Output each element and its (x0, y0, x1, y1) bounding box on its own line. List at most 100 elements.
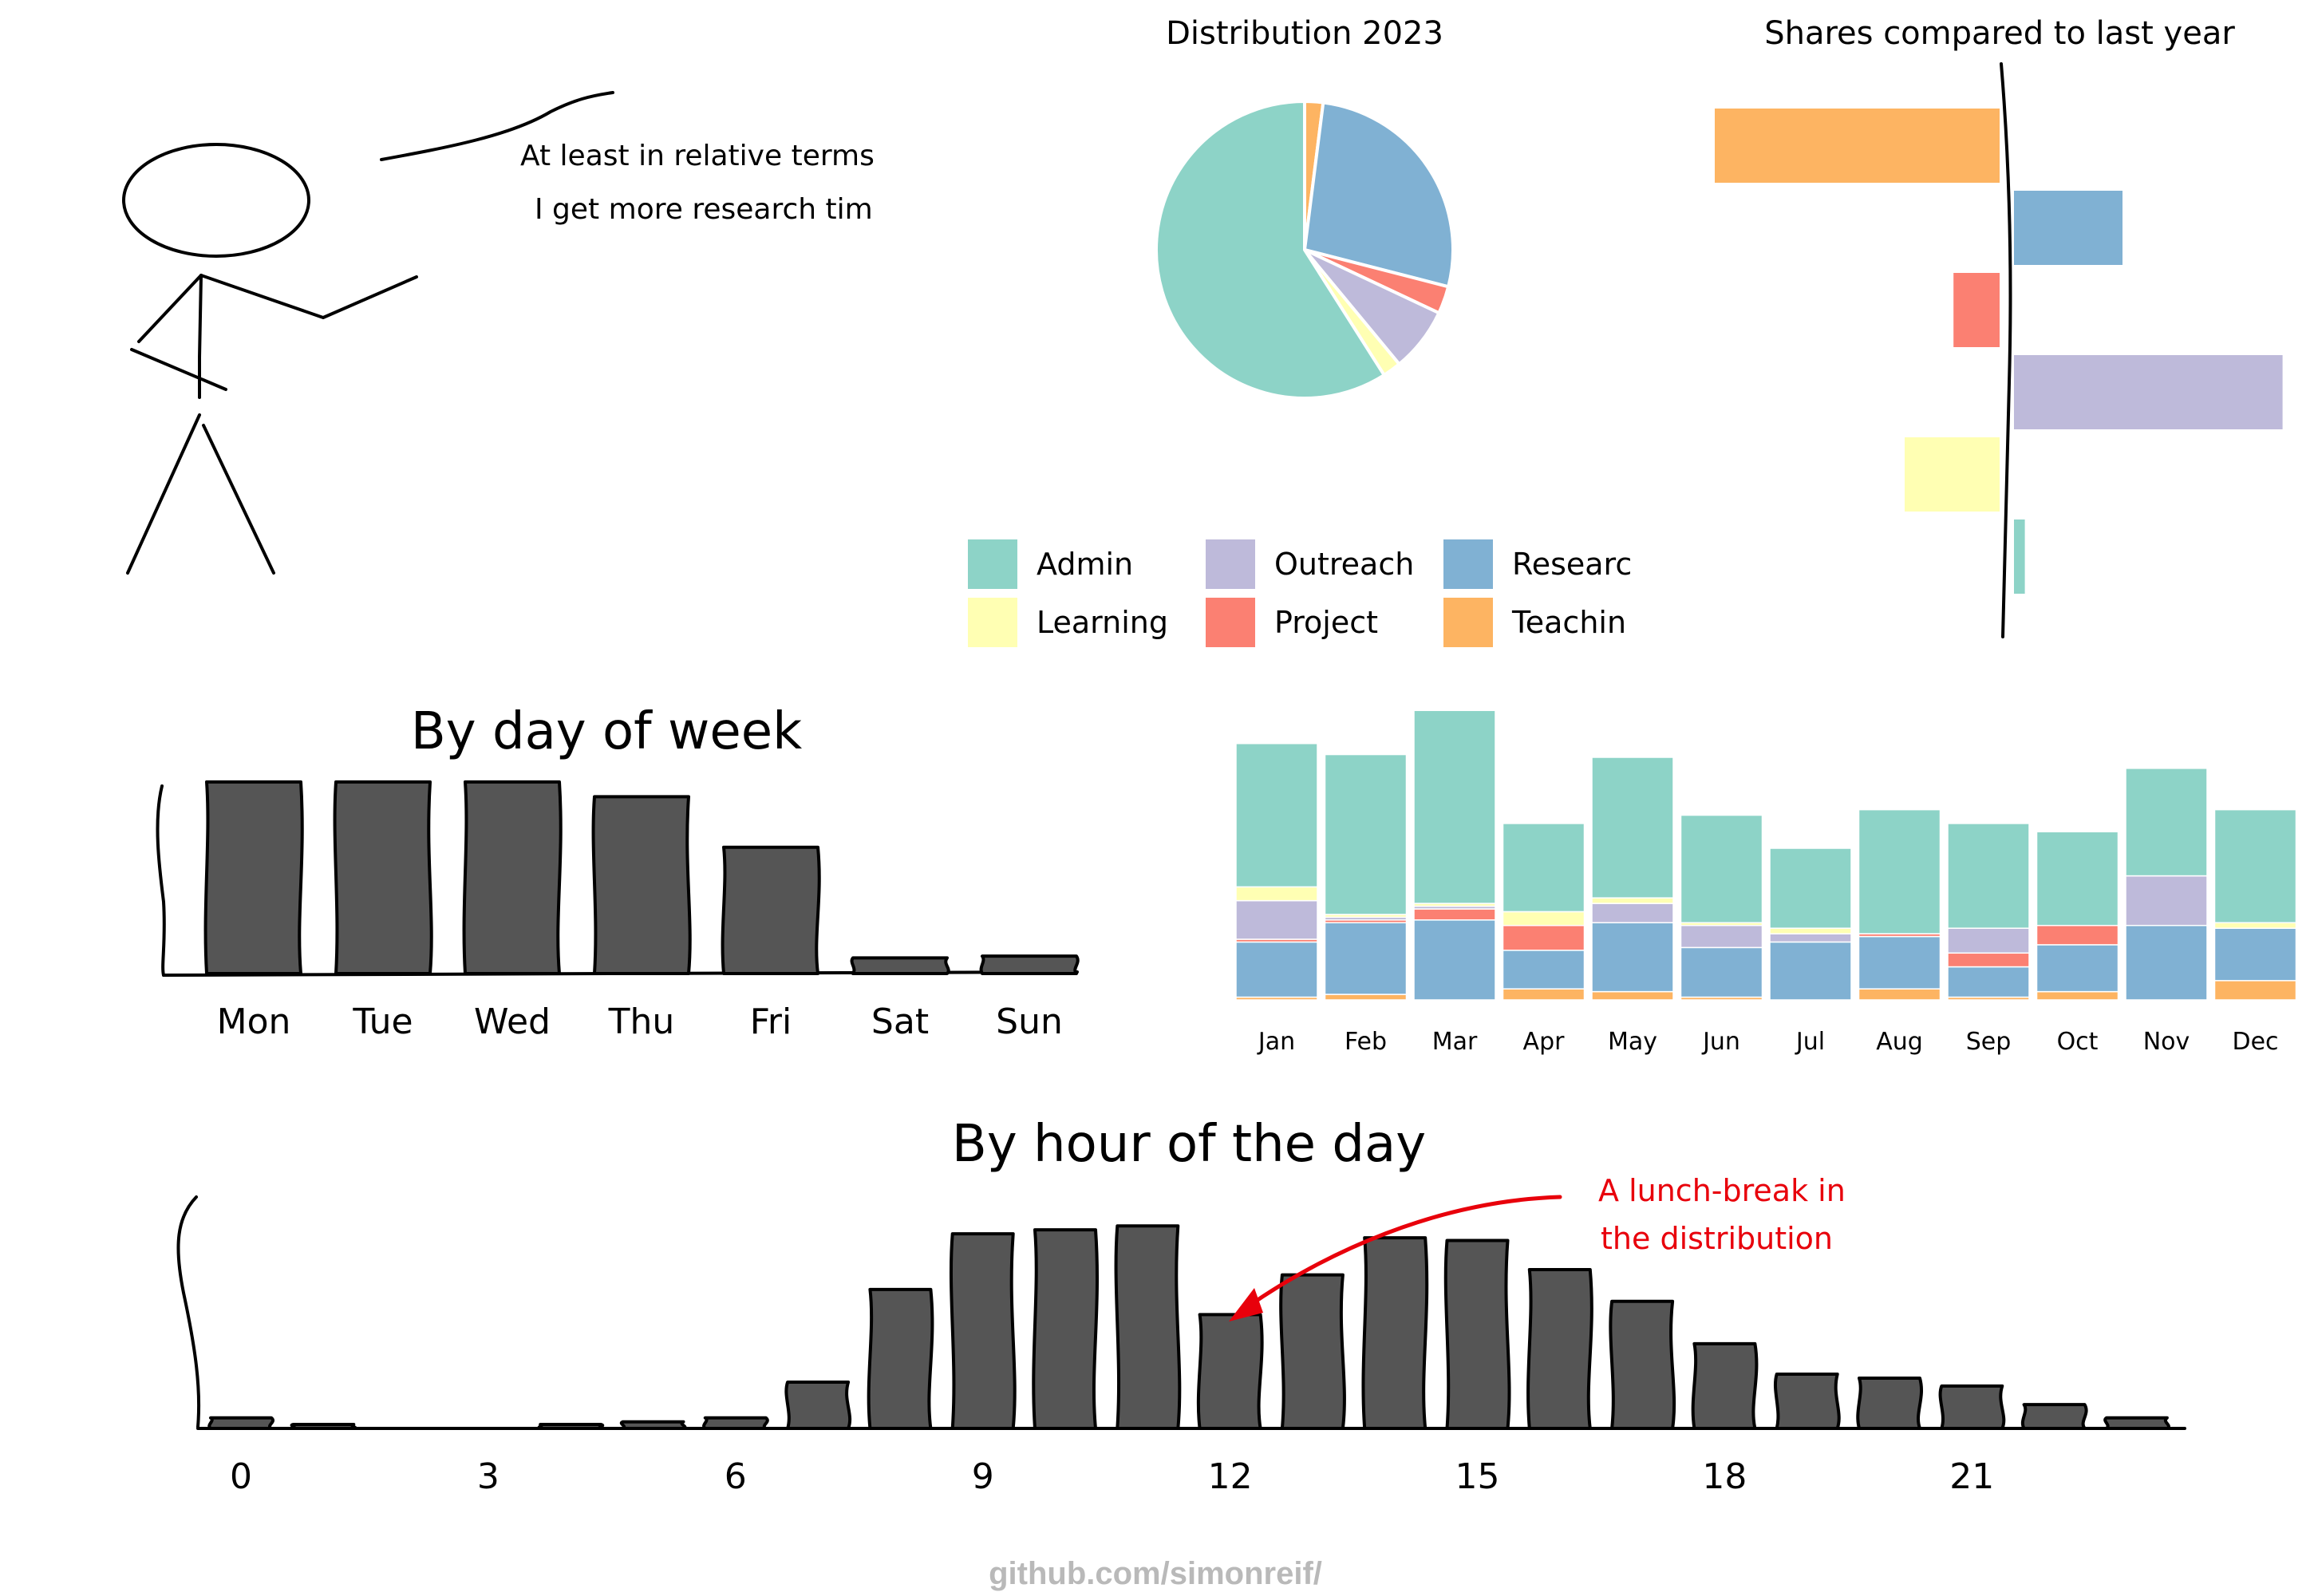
month-label-aug: Aug (1876, 1028, 1923, 1056)
monthly-chart: Jan Feb Mar Apr May Jun Jul Aug Sep Oct Nov Dec (1235, 709, 2297, 1056)
month-label-mar: Mar (1432, 1028, 1478, 1056)
legend-label-teaching: Teachin (1511, 605, 1626, 640)
annotation-arrow (1242, 1195, 1562, 1311)
weekday-label-wed: Wed (474, 1001, 551, 1042)
month-mar-project-segment (1413, 908, 1496, 921)
hour-tick-9: 9 (972, 1456, 994, 1497)
weekday-bar-fri (721, 845, 821, 975)
shares-chart (1715, 109, 2283, 594)
speech-clip-mask (914, 128, 993, 239)
month-mar-admin-segment (1413, 709, 1496, 904)
month-oct-teaching-segment (2036, 990, 2119, 1001)
hour-bar-7 (784, 1380, 852, 1430)
weekday-bar-mon (203, 780, 304, 975)
hour-bar-17 (1609, 1299, 1676, 1430)
hour-bar-21 (1938, 1384, 2006, 1430)
weekday-label-fri: Fri (750, 1001, 792, 1042)
hour-tick-0: 0 (230, 1456, 252, 1497)
month-may-learning-segment (1591, 897, 1674, 904)
hour-bar-14 (1361, 1236, 1429, 1430)
month-may-research-segment (1591, 922, 1674, 993)
hour-tick-18: 18 (1702, 1456, 1747, 1497)
weekday-label-tue: Tue (352, 1001, 413, 1042)
hour-chart: 0 3 6 9 12 15 18 21 (207, 1224, 2170, 1497)
annotation-line-2: the distribution (1601, 1221, 1833, 1256)
weekday-y-axis (156, 784, 166, 977)
hour-bar-9 (949, 1232, 1017, 1430)
shares-bar-project (1953, 273, 2000, 347)
month-jun-outreach-segment (1680, 924, 1763, 949)
hour-bar-4 (537, 1423, 605, 1430)
month-may-outreach-segment (1591, 903, 1674, 924)
month-dec-teaching-segment (2213, 980, 2297, 1001)
weekday-label-mon: Mon (217, 1001, 291, 1042)
month-jun-admin-segment (1680, 814, 1763, 924)
legend-label-learning: Learning (1037, 605, 1168, 640)
month-apr-learning-segment (1502, 911, 1585, 926)
month-jan-admin-segment (1235, 742, 1318, 888)
month-apr-teaching-segment (1502, 988, 1585, 1001)
shares-title: Shares compared to last year (1764, 15, 2235, 52)
month-label-dec: Dec (2232, 1028, 2278, 1056)
legend-label-research: Researc (1512, 547, 1632, 582)
hour-bar-22 (2020, 1403, 2088, 1430)
month-may-admin-segment (1591, 757, 1674, 899)
shares-zero-line (2000, 62, 2012, 638)
legend-label-outreach: Outreach (1274, 547, 1414, 582)
hour-bar-6 (702, 1416, 769, 1430)
month-label-may: May (1608, 1028, 1657, 1056)
hour-bar-23 (2103, 1416, 2170, 1430)
month-jun-research-segment (1680, 946, 1763, 998)
speech-line-1: At least in relative terms (520, 140, 875, 172)
footer-credit: github.com/simonreif/ (989, 1556, 1322, 1591)
month-label-oct: Oct (2057, 1028, 2099, 1056)
hour-title: By hour of the day (952, 1115, 1426, 1174)
month-oct-admin-segment (2036, 831, 2119, 926)
month-nov-admin-segment (2125, 768, 2208, 877)
month-jul-learning-segment (1769, 927, 1852, 934)
weekday-bar-wed (462, 780, 563, 975)
month-sep-outreach-segment (1947, 927, 2030, 954)
month-may-teaching-segment (1591, 990, 1674, 1001)
legend-swatch-outreach (1206, 539, 1255, 589)
hour-bar-13 (1279, 1273, 1346, 1430)
hour-bar-19 (1773, 1372, 1841, 1430)
hour-tick-21: 21 (1949, 1456, 1994, 1497)
month-feb-teaching-segment (1324, 994, 1408, 1001)
month-feb-research-segment (1324, 922, 1408, 995)
hour-bar-11 (1114, 1224, 1182, 1430)
weekday-bar-sat (850, 956, 950, 975)
hour-tick-12: 12 (1208, 1456, 1253, 1497)
hour-bar-8 (867, 1287, 934, 1430)
month-sep-admin-segment (1947, 823, 2030, 929)
hour-bar-1 (290, 1423, 357, 1430)
month-label-sep: Sep (1966, 1028, 2012, 1056)
legend-label-admin: Admin (1037, 547, 1133, 582)
stick-figure-icon (122, 143, 418, 575)
weekday-bar-thu (591, 795, 692, 975)
annotation-arrow-head (1229, 1288, 1263, 1321)
legend-swatch-research (1443, 539, 1493, 589)
pie-slice-research (1302, 101, 1455, 289)
legend: Admin Outreach Researc Learning Project Teach… (968, 539, 1632, 647)
weekday-label-sun: Sun (996, 1001, 1063, 1042)
speech-pointer-line (380, 91, 614, 161)
month-apr-admin-segment (1502, 823, 1585, 913)
legend-clip-mask (1634, 527, 1682, 662)
month-jul-research-segment (1769, 941, 1852, 1001)
month-oct-research-segment (2036, 944, 2119, 993)
month-nov-research-segment (2125, 924, 2208, 1001)
month-label-apr: Apr (1523, 1028, 1566, 1056)
month-apr-research-segment (1502, 950, 1585, 990)
month-dec-research-segment (2213, 927, 2297, 982)
pie-title: Distribution 2023 (1166, 15, 1443, 52)
hour-bar-10 (1032, 1228, 1099, 1430)
weekday-bar-tue (333, 780, 433, 975)
legend-label-project: Project (1274, 605, 1378, 640)
weekday-chart: Mon Tue Wed Thu Fri Sat Sun (203, 780, 1080, 1042)
annotation-line-1: A lunch-break in (1598, 1173, 1846, 1208)
legend-swatch-teaching (1443, 598, 1493, 647)
hour-bar-5 (619, 1420, 687, 1430)
hour-bar-16 (1526, 1267, 1593, 1430)
